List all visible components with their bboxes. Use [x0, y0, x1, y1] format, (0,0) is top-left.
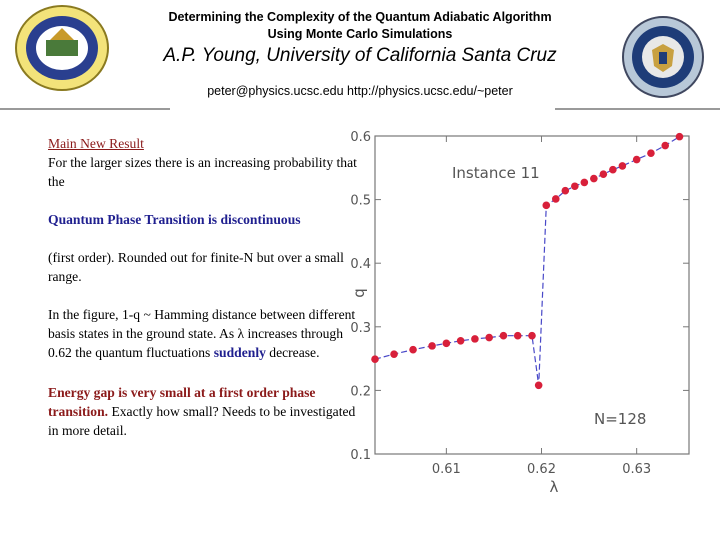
paragraph-4-emphasis: Energy gap is very small at a first orde… — [48, 385, 316, 419]
section-heading: Main New Result — [48, 136, 144, 151]
y-tick-label: 0.1 — [350, 448, 371, 463]
data-point — [561, 186, 570, 195]
x-tick-label: 0.61 — [432, 462, 461, 477]
data-point — [442, 339, 451, 348]
paragraph-3-text-c: decrease. — [265, 345, 320, 360]
title-line-2: Using Monte Carlo Simulations — [267, 27, 453, 41]
plot-frame — [374, 135, 690, 455]
data-point — [675, 132, 684, 141]
emphasis-line: Quantum Phase Transition is discontinuou… — [48, 212, 301, 227]
seal-icon-right — [622, 16, 704, 98]
header-divider-right — [555, 108, 720, 110]
x-axis-label: λ — [550, 478, 559, 496]
y-tick-label: 0.6 — [350, 130, 371, 145]
y-tick-label: 0.5 — [350, 194, 371, 209]
data-point — [390, 350, 398, 358]
paragraph-4-text: Exactly how small? Needs to be investiga… — [48, 404, 356, 438]
paragraph-4: Energy gap is very small at a first orde… — [48, 383, 358, 440]
data-point — [551, 195, 560, 203]
data-point — [632, 155, 641, 164]
data-point — [571, 182, 579, 191]
x-tick-label: 0.63 — [622, 462, 651, 477]
paragraph-3-text-a: In the figure, 1-q ~ Hamming distance be… — [48, 307, 356, 360]
x-tick-label: 0.62 — [527, 462, 556, 477]
data-point — [542, 201, 551, 210]
q-vs-lambda-chart: 0.1 0.2 0.3 0.4 0.5 0.6 0.61 0.62 0.63 Instance… — [350, 130, 690, 496]
data-point — [371, 355, 379, 364]
size-annotation: N=128 — [594, 410, 646, 428]
seal-icon-left — [15, 5, 109, 91]
data-point — [409, 345, 417, 354]
body-text: Main New Result For the larger sizes the… — [48, 134, 358, 440]
y-axis-label: q — [350, 288, 368, 298]
data-point — [647, 149, 655, 157]
data-point — [456, 336, 465, 345]
data-point — [618, 162, 627, 170]
data-point — [661, 141, 670, 150]
data-point — [485, 333, 493, 342]
data-point — [599, 170, 608, 178]
data-point — [609, 165, 617, 174]
data-point — [499, 331, 508, 340]
paragraph-1: For the larger sizes there is an increas… — [48, 155, 357, 189]
instance-annotation: Instance 11 — [452, 164, 540, 182]
contact-line: peter@physics.ucsc.edu http://physics.uc… — [207, 84, 513, 98]
header-divider-left — [0, 108, 170, 110]
data-point — [428, 342, 436, 350]
author-line: A.P. Young, University of California San… — [163, 45, 557, 66]
y-tick-label: 0.4 — [350, 257, 371, 272]
data-point — [471, 335, 479, 343]
paragraph-2: (first order). Rounded out for finite-N … — [48, 250, 344, 284]
paragraph-3: In the figure, 1-q ~ Hamming distance be… — [48, 305, 358, 362]
paragraph-3-emphasis: suddenly — [213, 345, 266, 360]
data-point — [513, 331, 522, 340]
data-point — [590, 174, 598, 183]
data-point — [528, 331, 536, 340]
y-tick-label: 0.2 — [350, 384, 371, 399]
y-tick-label: 0.3 — [350, 321, 371, 336]
data-point — [580, 178, 589, 187]
title-line-1: Determining the Complexity of the Quantu… — [168, 10, 552, 24]
data-point — [534, 381, 543, 390]
